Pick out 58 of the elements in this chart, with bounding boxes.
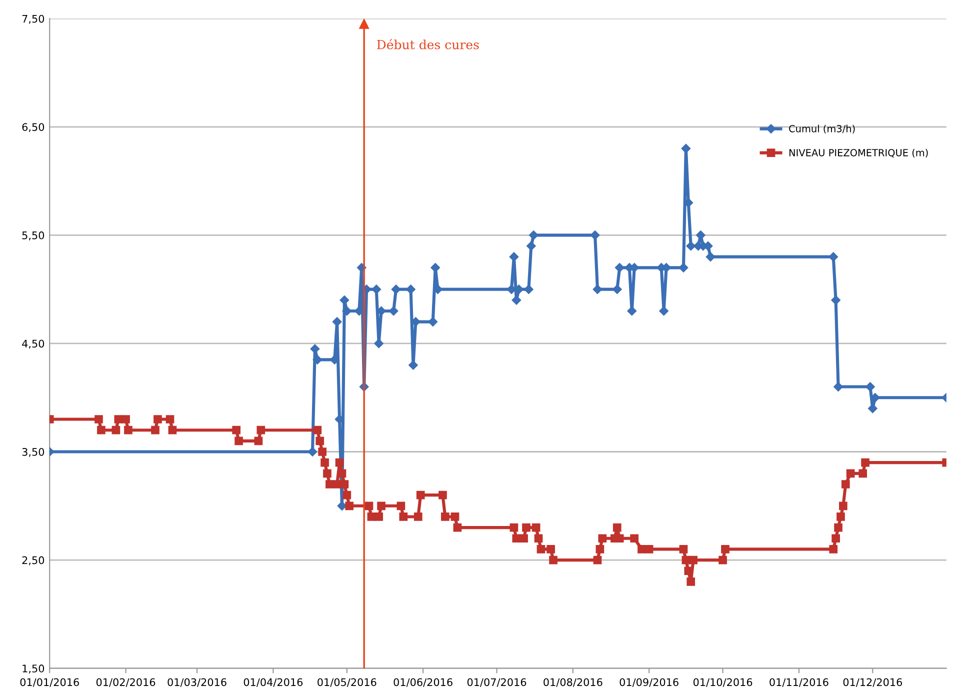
- point: [526, 241, 536, 251]
- point: [430, 263, 440, 272]
- point: [406, 284, 416, 294]
- y-tick-label: 1,50: [22, 664, 44, 674]
- point: [374, 338, 384, 348]
- x-tick-label: 01/06/2016: [394, 678, 452, 687]
- x-tick-label: 01/10/2016: [693, 678, 752, 687]
- x-tick-label: 01/04/2016: [244, 678, 303, 687]
- point: [372, 284, 381, 294]
- point: [528, 230, 538, 240]
- x-tick-label: 01/02/2016: [96, 678, 156, 687]
- x-tick-label: 01/05/2016: [318, 678, 376, 687]
- point: [834, 382, 843, 392]
- point: [831, 296, 840, 305]
- point: [868, 404, 878, 414]
- point: [706, 252, 716, 262]
- y-tick-label: 7,50: [22, 14, 44, 24]
- y-tick-label: 4,50: [22, 340, 44, 349]
- ref-line-label: Début des cures: [377, 39, 479, 50]
- point: [627, 306, 637, 316]
- point: [342, 306, 352, 316]
- point: [681, 144, 691, 154]
- point: [590, 230, 600, 240]
- point: [388, 306, 398, 316]
- legend-label: NIVEAU PIEZOMETRIQUE (m): [789, 148, 928, 158]
- point: [337, 501, 347, 511]
- y-tick-label: 5,50: [22, 231, 44, 240]
- x-tick-label: 01/03/2016: [168, 678, 226, 687]
- point: [332, 317, 342, 326]
- point: [308, 447, 318, 456]
- x-tick-label: 01/11/2016: [770, 678, 828, 687]
- point: [340, 296, 350, 305]
- x-tick-label: 01/07/2016: [467, 678, 526, 687]
- point: [428, 317, 438, 326]
- point: [433, 284, 442, 294]
- point: [866, 382, 875, 392]
- point: [512, 296, 522, 305]
- x-tick-label: 01/12/2016: [843, 678, 902, 687]
- legend-label: Cumul (m3/h): [789, 124, 855, 134]
- y-tick-label: 2,50: [22, 556, 44, 566]
- point: [612, 284, 622, 294]
- point: [614, 263, 624, 272]
- x-tick-label: 01/01/2016: [20, 678, 79, 687]
- point: [310, 344, 320, 354]
- point: [678, 263, 688, 272]
- point: [828, 252, 838, 262]
- point: [686, 241, 696, 251]
- point: [524, 284, 534, 294]
- point: [509, 252, 519, 262]
- y-tick-label: 6,50: [22, 123, 44, 132]
- point: [391, 284, 401, 294]
- point: [408, 360, 418, 370]
- point: [592, 284, 602, 294]
- point: [659, 306, 668, 316]
- x-tick-label: 01/08/2016: [544, 678, 602, 687]
- x-tick-label: 01/09/2016: [620, 678, 678, 687]
- y-tick-label: 3,50: [22, 448, 44, 457]
- point: [312, 355, 322, 364]
